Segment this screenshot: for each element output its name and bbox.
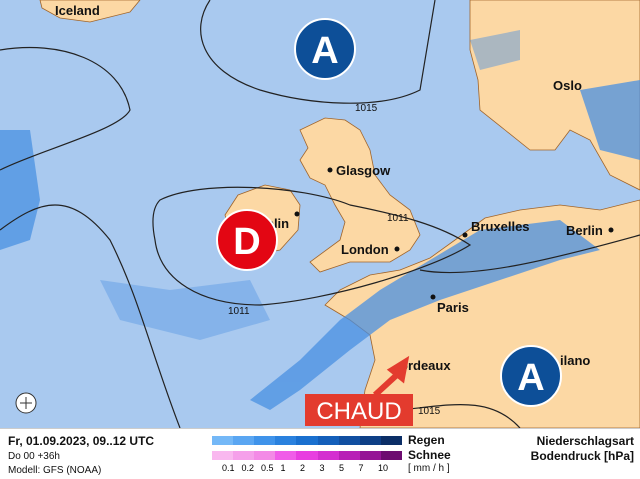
city-bruxelles: Bruxelles xyxy=(471,219,530,234)
city-milano: ilano xyxy=(560,353,590,368)
warm-annotation: CHAUD xyxy=(305,355,413,426)
svg-text:A: A xyxy=(311,30,338,72)
isobar-label: 1011 xyxy=(387,213,409,224)
scale-tick: 2 xyxy=(300,463,306,473)
scale-swatch xyxy=(296,436,318,445)
scale-swatch xyxy=(233,451,255,460)
scale-tick: 0.5 xyxy=(261,463,274,473)
scale-swatch xyxy=(338,451,360,460)
forecast-date: Fr, 01.09.2023, 09..12 UTC xyxy=(8,434,155,448)
rain-scale xyxy=(212,436,402,445)
legend-title-pressure: Bodendruck [hPa] xyxy=(530,449,634,463)
city-oslo: Oslo xyxy=(553,78,582,93)
unit-label: [ mm / h ] xyxy=(408,463,450,474)
scale-swatch xyxy=(380,436,402,445)
scale-tick: 0.1 xyxy=(222,463,235,473)
scale-tick: 5 xyxy=(339,463,345,473)
city-iceland: Iceland xyxy=(55,3,100,18)
scale-swatch xyxy=(296,451,318,460)
high-pressure-north: A xyxy=(294,18,356,80)
scale-tick: 3 xyxy=(319,463,325,473)
legend-title-type: Niederschlagsart xyxy=(536,434,634,448)
isobar-label: 1011 xyxy=(228,306,250,317)
high-pressure-south: A xyxy=(500,345,562,407)
scale-swatch xyxy=(212,451,234,460)
isobar-label: 1015 xyxy=(355,103,378,114)
svg-text:A: A xyxy=(517,357,544,399)
city-london: London xyxy=(341,242,389,257)
weather-map[interactable]: 1015 1011 1011 1015 Iceland Oslo Glasgow… xyxy=(0,0,640,428)
precipitation xyxy=(0,30,640,410)
forecast-run: Do 00 +36h xyxy=(8,451,60,462)
scale-swatch xyxy=(359,451,381,460)
low-pressure: D xyxy=(216,209,278,271)
scale-swatch xyxy=(359,436,381,445)
scale-swatch xyxy=(233,436,255,445)
scale-tick: 0.2 xyxy=(241,463,255,473)
land-great-britain xyxy=(299,117,421,273)
scale-swatch xyxy=(317,451,339,460)
isobars xyxy=(0,0,640,428)
compass-icon[interactable] xyxy=(15,392,37,414)
city-paris: Paris xyxy=(437,300,469,315)
snow-scale xyxy=(212,451,402,460)
scale-tick: 10 xyxy=(378,463,389,473)
scale-swatch xyxy=(212,436,234,445)
scale-tick: 7 xyxy=(358,463,364,473)
svg-text:D: D xyxy=(233,221,260,263)
isobar-label: 1015 xyxy=(418,406,441,417)
city-bordeaux: ordeaux xyxy=(400,358,451,373)
scale-swatch xyxy=(380,451,402,460)
city-markers xyxy=(294,167,614,300)
snow-label: Schnee xyxy=(408,448,451,462)
rain-label: Regen xyxy=(408,433,445,447)
city-berlin: Berlin xyxy=(566,223,603,238)
svg-text:CHAUD: CHAUD xyxy=(316,398,401,425)
land-iceland xyxy=(39,0,141,23)
scale-ticks: 0.1 0.2 0.5 1 2 3 5 7 10 xyxy=(222,463,398,473)
model-name: Modell: GFS (NOAA) xyxy=(8,465,102,476)
city-glasgow: Glasgow xyxy=(336,163,391,178)
scale-tick: 1 xyxy=(280,463,286,473)
scale-swatch xyxy=(275,451,297,460)
scale-swatch xyxy=(275,436,297,445)
scale-swatch xyxy=(254,436,276,445)
scale-swatch xyxy=(338,436,360,445)
legend-footer: Fr, 01.09.2023, 09..12 UTC Do 00 +36h Mo… xyxy=(0,428,640,479)
scale-swatch xyxy=(254,451,276,460)
scale-swatch xyxy=(317,436,339,445)
